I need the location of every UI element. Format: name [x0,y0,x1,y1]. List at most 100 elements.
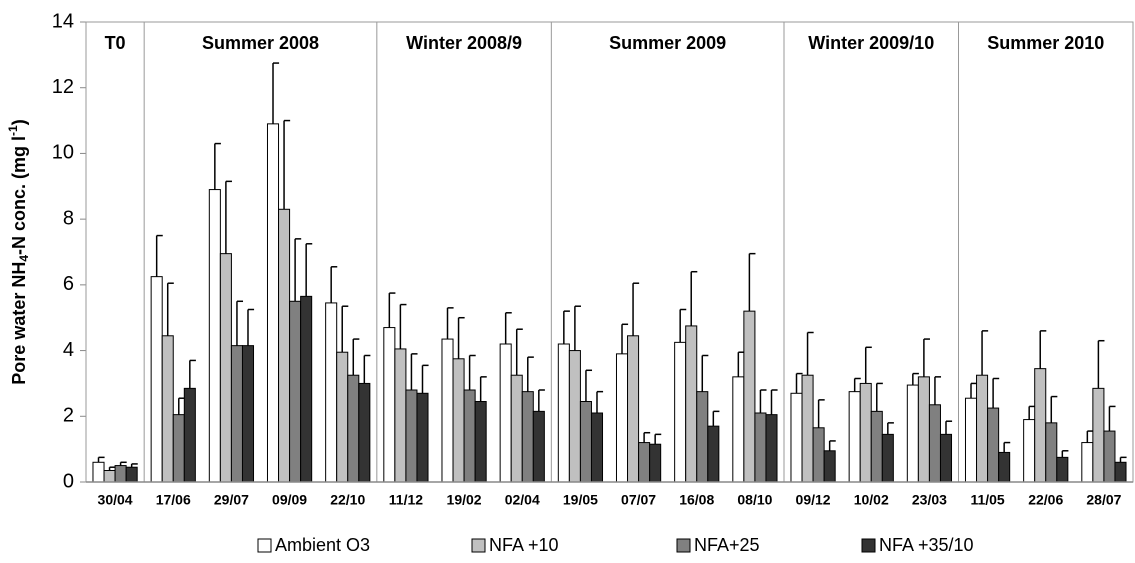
bar [627,335,640,483]
error-bar [305,243,313,297]
bar [325,302,338,483]
period-label: Summer 2008 [202,33,319,53]
y-axis-label-part: ) [9,119,29,125]
bar [707,425,720,483]
bar [998,451,1011,483]
bar [685,325,698,483]
error-bar [155,234,163,277]
error-bar [828,440,836,451]
bar [964,397,978,483]
error-bar [632,282,640,336]
error-bar [1003,441,1011,453]
y-axis-label-part: 4 [17,255,31,262]
bar [881,433,894,483]
error-bar [864,346,872,384]
error-bar [247,308,255,346]
legend-swatch [676,538,691,553]
y-tick-label: 12 [52,76,74,98]
x-tick-label: 23/03 [912,492,947,508]
bar [1081,442,1094,483]
x-tick-label: 07/07 [621,492,656,508]
error-bar [748,252,756,312]
error-bar [504,312,512,344]
x-tick-label: 09/12 [796,492,831,508]
period-label: T0 [105,33,126,53]
bar [510,374,523,483]
legend-label: NFA +35/10 [879,535,974,555]
error-bar [912,372,919,386]
x-tick-label: 29/07 [214,492,249,508]
bar [1045,422,1058,483]
bar [568,350,581,483]
error-bar [189,359,196,389]
y-tick-label: 2 [63,405,74,427]
error-bar [795,372,803,394]
bar [1092,387,1105,483]
error-bar [119,461,127,466]
error-bar [166,282,174,336]
legend-swatch [861,538,876,553]
error-bar [515,328,523,376]
bar [499,343,512,483]
bar [987,407,1000,483]
bar [474,401,487,483]
error-bar [527,356,534,392]
bar [743,310,756,483]
error-bar [876,382,883,412]
bar [300,295,313,483]
legend-label: NFA +10 [489,535,559,555]
bar [394,348,407,483]
error-bar [621,323,629,354]
y-axis-label: Pore water NH4-N conc. (mg l-1) [6,119,31,384]
bar [452,358,465,483]
error-bar [806,331,814,376]
error-bar [352,338,360,376]
x-tick-label: 22/10 [330,492,365,508]
error-bar [643,431,651,443]
bar [615,353,629,483]
error-bar [457,316,465,359]
bar [347,374,360,483]
error-bar [596,390,604,413]
error-bar [225,180,232,254]
bar [521,391,534,483]
error-bar [887,422,894,435]
error-bar [421,364,429,394]
error-bar [410,353,418,390]
y-tick-label: 0 [63,470,74,492]
bar [241,345,255,483]
error-bar [388,292,396,328]
y-tick-label: 4 [63,339,74,361]
bar [939,433,953,483]
bar [441,338,454,483]
bar [114,465,127,483]
error-bar [468,354,476,390]
error-bar [992,377,1000,409]
error-bar [330,266,338,303]
error-bar [712,410,720,427]
bar [383,327,396,483]
bar [219,253,232,483]
error-bar [214,142,221,190]
bar [150,276,163,483]
bar [1056,456,1069,483]
bar [1034,368,1047,483]
y-tick-label: 8 [63,207,74,229]
error-bar [341,305,349,353]
error-bar [399,303,407,349]
error-bar [690,270,698,326]
bar [696,391,709,483]
error-bar [981,330,989,376]
x-tick-label: 28/07 [1086,492,1121,508]
error-bar [701,354,709,392]
bar [801,374,814,483]
bar [557,343,570,483]
error-bar [479,376,487,402]
error-bar [934,376,942,405]
y-tick-label: 10 [52,142,74,164]
period-label: Summer 2009 [609,33,726,53]
error-bar [1039,330,1047,369]
error-bar [945,420,953,435]
error-bar [283,119,291,210]
